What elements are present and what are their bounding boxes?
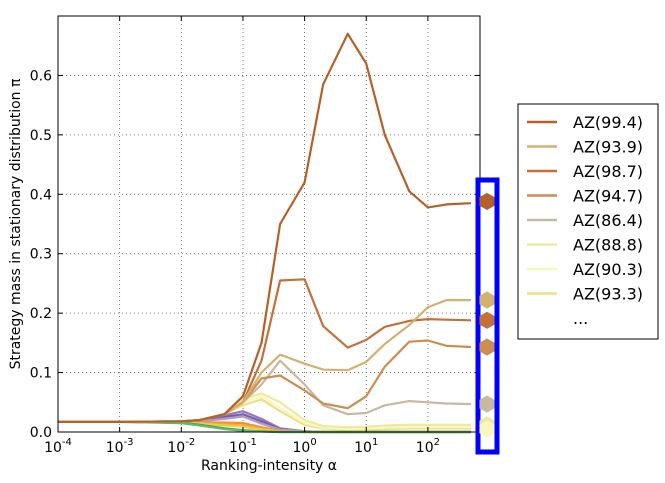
x-tick-exponent: -3 <box>124 437 134 448</box>
y-tick-label: 0.1 <box>30 366 52 382</box>
y-tick-label: 0.0 <box>30 425 52 441</box>
legend-entry-label: AZ(93.3) <box>573 285 643 304</box>
axis-ticks: 10-4 10-3 10-2 10-1 100 101 1020.00.10.20.30.4… <box>30 16 480 456</box>
end-marker <box>479 420 495 438</box>
x-tick-label: 102 <box>416 437 440 456</box>
x-tick-label: 10-4 <box>44 437 72 456</box>
x-tick-label: 101 <box>354 437 378 456</box>
x-tick-base: 10 <box>44 440 62 456</box>
x-tick-base: 10 <box>229 440 247 456</box>
x-tick-base: 10 <box>354 440 372 456</box>
x-tick-label: 10-2 <box>167 437 195 456</box>
x-tick-exponent: 1 <box>372 437 378 448</box>
legend-entry-label: AZ(86.4) <box>573 211 643 230</box>
legend-entry-label: AZ(99.4) <box>573 113 643 132</box>
end-marker <box>479 311 495 329</box>
legend: AZ(99.4) AZ(93.9) AZ(98.7) AZ(94.7) AZ(86.4)… <box>517 103 659 340</box>
end-marker <box>479 291 495 309</box>
x-tick-exponent: 2 <box>434 437 440 448</box>
legend-frame <box>517 103 659 340</box>
y-tick-label: 0.4 <box>30 187 52 203</box>
end-marker <box>479 395 495 413</box>
end-marker <box>479 192 495 210</box>
end-marker <box>479 338 495 356</box>
x-tick-exponent: 0 <box>310 437 316 448</box>
y-tick-label: 0.5 <box>30 128 52 144</box>
legend-entry-label: AZ(90.3) <box>573 260 643 279</box>
plot-frame <box>57 15 481 433</box>
x-tick-exponent: -4 <box>62 437 72 448</box>
x-tick-exponent: -2 <box>185 437 195 448</box>
y-tick-label: 0.3 <box>30 247 52 263</box>
x-tick-exponent: -1 <box>247 437 257 448</box>
grid <box>58 16 480 432</box>
x-tick-label: 10-3 <box>106 437 134 456</box>
x-tick-base: 10 <box>416 440 434 456</box>
x-tick-base: 10 <box>106 440 124 456</box>
x-tick-label: 10-1 <box>229 437 257 456</box>
series-lines <box>58 32 472 431</box>
legend-entry-label: AZ(94.7) <box>573 187 643 206</box>
highlight-box <box>475 177 500 455</box>
x-tick-base: 10 <box>167 440 185 456</box>
y-tick-label: 0.6 <box>30 68 52 84</box>
series-line <box>58 32 472 423</box>
legend-more: ... <box>573 309 588 328</box>
x-tick-base: 10 <box>292 440 310 456</box>
legend-entry-label: AZ(93.9) <box>573 138 643 157</box>
x-tick-label: 100 <box>292 437 316 456</box>
highlight-rect <box>475 177 500 455</box>
legend-entry-label: AZ(98.7) <box>573 162 643 181</box>
y-tick-label: 0.2 <box>30 306 52 322</box>
legend-entry-label: AZ(88.8) <box>573 236 643 255</box>
y-axis-label: Strategy mass in stationary distribution… <box>8 78 24 369</box>
x-axis-label: Ranking-intensity α <box>201 458 337 474</box>
